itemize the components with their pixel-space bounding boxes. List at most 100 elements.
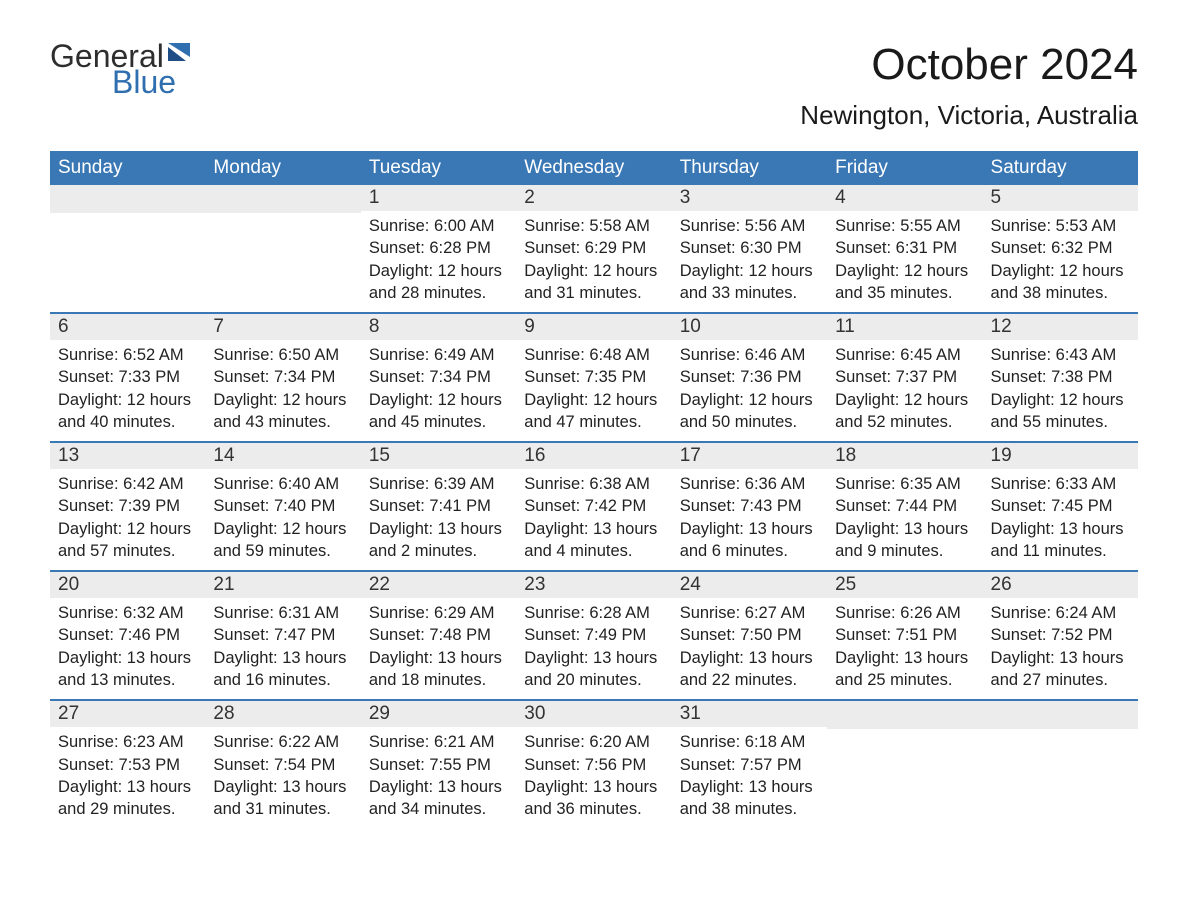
sunrise-text: Sunrise: 6:49 AM [369, 344, 508, 366]
sunrise-text: Sunrise: 5:53 AM [991, 215, 1130, 237]
daylight-text: Daylight: 12 hours [991, 260, 1130, 282]
sunset-text: Sunset: 7:43 PM [680, 495, 819, 517]
day-body: Sunrise: 5:58 AMSunset: 6:29 PMDaylight:… [516, 211, 671, 312]
daylight-text: Daylight: 13 hours [524, 647, 663, 669]
day-body: Sunrise: 6:21 AMSunset: 7:55 PMDaylight:… [361, 727, 516, 828]
daylight-text: Daylight: 12 hours [524, 260, 663, 282]
calendar-table: Sunday Monday Tuesday Wednesday Thursday… [50, 151, 1138, 828]
daylight-text: and 25 minutes. [835, 669, 974, 691]
sunrise-text: Sunrise: 5:58 AM [524, 215, 663, 237]
sunrise-text: Sunrise: 6:36 AM [680, 473, 819, 495]
day-body: Sunrise: 6:33 AMSunset: 7:45 PMDaylight:… [983, 469, 1138, 570]
daylight-text: Daylight: 12 hours [369, 260, 508, 282]
sunset-text: Sunset: 7:45 PM [991, 495, 1130, 517]
day-body: Sunrise: 6:35 AMSunset: 7:44 PMDaylight:… [827, 469, 982, 570]
day-number: 7 [205, 314, 360, 340]
day-body: Sunrise: 6:26 AMSunset: 7:51 PMDaylight:… [827, 598, 982, 699]
sunset-text: Sunset: 6:28 PM [369, 237, 508, 259]
day-number: 30 [516, 701, 671, 727]
day-number: 28 [205, 701, 360, 727]
daylight-text: Daylight: 13 hours [680, 647, 819, 669]
sunrise-text: Sunrise: 6:45 AM [835, 344, 974, 366]
daylight-text: Daylight: 13 hours [524, 776, 663, 798]
daylight-text: Daylight: 13 hours [835, 518, 974, 540]
day-body: Sunrise: 6:18 AMSunset: 7:57 PMDaylight:… [672, 727, 827, 828]
day-body: Sunrise: 6:22 AMSunset: 7:54 PMDaylight:… [205, 727, 360, 828]
weekday-header: Monday [205, 151, 360, 185]
daylight-text: and 22 minutes. [680, 669, 819, 691]
daylight-text: Daylight: 12 hours [58, 389, 197, 411]
daylight-text: and 28 minutes. [369, 282, 508, 304]
header: General Blue October 2024 Newington, Vic… [50, 40, 1138, 131]
day-number: 29 [361, 701, 516, 727]
sunset-text: Sunset: 6:31 PM [835, 237, 974, 259]
sunrise-text: Sunrise: 6:48 AM [524, 344, 663, 366]
sunset-text: Sunset: 6:29 PM [524, 237, 663, 259]
sunrise-text: Sunrise: 6:33 AM [991, 473, 1130, 495]
empty-day-number [827, 701, 982, 729]
daylight-text: and 9 minutes. [835, 540, 974, 562]
sunset-text: Sunset: 7:34 PM [369, 366, 508, 388]
location-text: Newington, Victoria, Australia [800, 100, 1138, 131]
empty-day-number [205, 185, 360, 213]
calendar-day-cell: 21Sunrise: 6:31 AMSunset: 7:47 PMDayligh… [205, 571, 360, 700]
day-body: Sunrise: 6:28 AMSunset: 7:49 PMDaylight:… [516, 598, 671, 699]
calendar-day-cell: 30Sunrise: 6:20 AMSunset: 7:56 PMDayligh… [516, 700, 671, 828]
calendar-day-cell: 2Sunrise: 5:58 AMSunset: 6:29 PMDaylight… [516, 185, 671, 313]
sunrise-text: Sunrise: 6:29 AM [369, 602, 508, 624]
day-body: Sunrise: 6:38 AMSunset: 7:42 PMDaylight:… [516, 469, 671, 570]
day-number: 5 [983, 185, 1138, 211]
calendar-day-cell: 12Sunrise: 6:43 AMSunset: 7:38 PMDayligh… [983, 313, 1138, 442]
logo-text-blue: Blue [112, 66, 176, 98]
weekday-header: Wednesday [516, 151, 671, 185]
sunset-text: Sunset: 7:50 PM [680, 624, 819, 646]
title-block: October 2024 Newington, Victoria, Austra… [800, 40, 1138, 131]
logo: General Blue [50, 40, 198, 98]
sunset-text: Sunset: 7:47 PM [213, 624, 352, 646]
day-number: 22 [361, 572, 516, 598]
day-body: Sunrise: 5:55 AMSunset: 6:31 PMDaylight:… [827, 211, 982, 312]
daylight-text: Daylight: 12 hours [991, 389, 1130, 411]
calendar-day-cell: 31Sunrise: 6:18 AMSunset: 7:57 PMDayligh… [672, 700, 827, 828]
calendar-day-cell: 22Sunrise: 6:29 AMSunset: 7:48 PMDayligh… [361, 571, 516, 700]
calendar-day-cell: 3Sunrise: 5:56 AMSunset: 6:30 PMDaylight… [672, 185, 827, 313]
sunrise-text: Sunrise: 5:56 AM [680, 215, 819, 237]
daylight-text: Daylight: 13 hours [369, 518, 508, 540]
daylight-text: Daylight: 12 hours [835, 260, 974, 282]
calendar-day-cell: 18Sunrise: 6:35 AMSunset: 7:44 PMDayligh… [827, 442, 982, 571]
daylight-text: Daylight: 12 hours [369, 389, 508, 411]
day-body: Sunrise: 6:40 AMSunset: 7:40 PMDaylight:… [205, 469, 360, 570]
sunset-text: Sunset: 7:33 PM [58, 366, 197, 388]
daylight-text: Daylight: 13 hours [524, 518, 663, 540]
daylight-text: and 55 minutes. [991, 411, 1130, 433]
day-body: Sunrise: 6:43 AMSunset: 7:38 PMDaylight:… [983, 340, 1138, 441]
daylight-text: Daylight: 13 hours [58, 647, 197, 669]
day-number: 3 [672, 185, 827, 211]
day-number: 19 [983, 443, 1138, 469]
day-number: 1 [361, 185, 516, 211]
day-number: 4 [827, 185, 982, 211]
day-body: Sunrise: 6:48 AMSunset: 7:35 PMDaylight:… [516, 340, 671, 441]
sunset-text: Sunset: 7:35 PM [524, 366, 663, 388]
sunrise-text: Sunrise: 6:21 AM [369, 731, 508, 753]
daylight-text: and 40 minutes. [58, 411, 197, 433]
calendar-day-cell: 19Sunrise: 6:33 AMSunset: 7:45 PMDayligh… [983, 442, 1138, 571]
sunrise-text: Sunrise: 6:24 AM [991, 602, 1130, 624]
daylight-text: Daylight: 12 hours [58, 518, 197, 540]
daylight-text: Daylight: 12 hours [213, 518, 352, 540]
sunset-text: Sunset: 7:34 PM [213, 366, 352, 388]
sunset-text: Sunset: 6:32 PM [991, 237, 1130, 259]
daylight-text: and 4 minutes. [524, 540, 663, 562]
day-body: Sunrise: 6:24 AMSunset: 7:52 PMDaylight:… [983, 598, 1138, 699]
day-body: Sunrise: 6:00 AMSunset: 6:28 PMDaylight:… [361, 211, 516, 312]
daylight-text: and 6 minutes. [680, 540, 819, 562]
sunset-text: Sunset: 7:44 PM [835, 495, 974, 517]
daylight-text: and 33 minutes. [680, 282, 819, 304]
calendar-day-cell: 5 Sunrise: 5:53 AMSunset: 6:32 PMDaylight… [983, 185, 1138, 313]
daylight-text: and 38 minutes. [680, 798, 819, 820]
sunrise-text: Sunrise: 6:23 AM [58, 731, 197, 753]
daylight-text: Daylight: 13 hours [369, 776, 508, 798]
day-body: Sunrise: 6:52 AMSunset: 7:33 PMDaylight:… [50, 340, 205, 441]
day-body: Sunrise: 6:32 AMSunset: 7:46 PMDaylight:… [50, 598, 205, 699]
daylight-text: and 31 minutes. [524, 282, 663, 304]
